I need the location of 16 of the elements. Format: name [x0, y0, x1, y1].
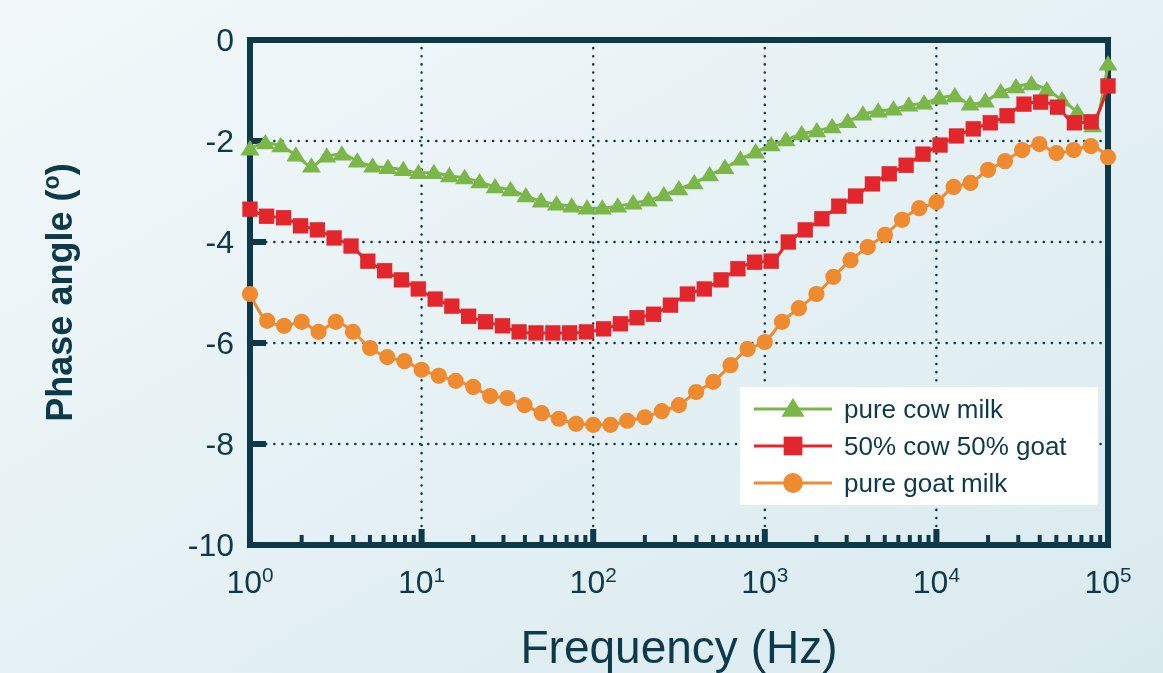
x-axis-title: Frequency (Hz) [520, 621, 838, 673]
legend-label: 50% cow 50% goat [844, 431, 1068, 462]
x-tick-label: 10$^{3}$ [741, 562, 789, 600]
x-tick-label: 10$^{1}$ [398, 562, 446, 600]
y-tick-label: -8 [205, 426, 234, 463]
y-tick-label: -2 [205, 123, 234, 160]
x-tick-label: 10$^{5}$ [1084, 562, 1132, 600]
x-tick-label: 10$^{2}$ [569, 562, 617, 600]
y-tick-label: 0 [216, 22, 234, 59]
legend-label: pure cow milk [844, 394, 1004, 425]
x-tick-label: 10$^{4}$ [912, 562, 960, 600]
x-tick-label: 10$^{0}$ [226, 562, 274, 600]
legend-label: pure goat milk [844, 468, 1009, 499]
y-tick-label: -4 [205, 224, 234, 261]
y-tick-label: -6 [205, 325, 234, 362]
y-tick-label: -10 [187, 527, 234, 564]
